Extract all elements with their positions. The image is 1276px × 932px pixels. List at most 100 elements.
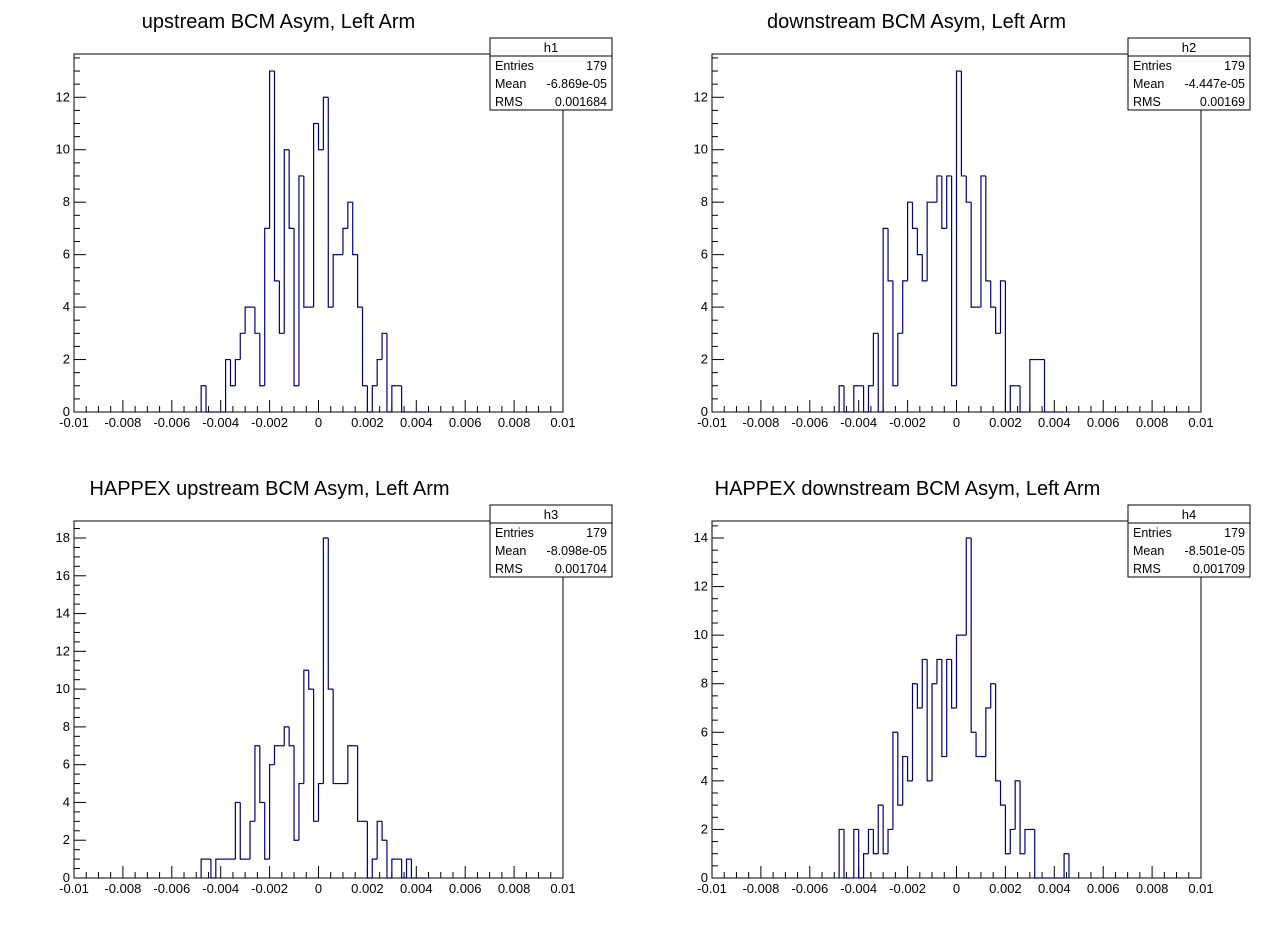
y-tick-label: 8 bbox=[701, 194, 708, 209]
histogram-bin bbox=[288, 149, 295, 230]
histogram-bin bbox=[990, 280, 996, 308]
stats-value: 0.001709 bbox=[1193, 562, 1245, 576]
histogram-bin bbox=[239, 802, 246, 860]
histogram-bin bbox=[1009, 385, 1016, 412]
histogram-bin bbox=[941, 659, 947, 758]
x-tick-label: -0.01 bbox=[59, 881, 89, 896]
histogram-pad-2: downstream BCM Asym, Left Arm -0.01 -0.008… bbox=[694, 11, 1251, 430]
histogram-bin bbox=[887, 228, 893, 282]
histogram-bin bbox=[293, 228, 299, 387]
histogram-bin bbox=[916, 683, 923, 709]
histogram-bin bbox=[955, 70, 962, 386]
histogram-bin bbox=[1019, 385, 1025, 413]
y-tick-label: 0 bbox=[63, 870, 70, 885]
y-tick-label: 4 bbox=[701, 773, 708, 788]
histogram-bin bbox=[902, 755, 908, 806]
histogram-bin bbox=[951, 175, 957, 387]
histogram-bin bbox=[391, 385, 397, 412]
histogram-bin bbox=[985, 175, 991, 282]
histogram-bin bbox=[361, 307, 368, 387]
y-tick-label: 6 bbox=[63, 247, 70, 262]
x-tick-label: 0.002 bbox=[989, 881, 1022, 896]
x-tick-label: 0.004 bbox=[1038, 415, 1071, 430]
y-tick-label: 4 bbox=[63, 299, 70, 314]
stats-box-frame bbox=[1127, 37, 1251, 111]
x-tick-label: -0.006 bbox=[791, 415, 828, 430]
stats-histogram-name: h4 bbox=[1182, 507, 1196, 522]
histogram-bin bbox=[1024, 828, 1030, 854]
y-tick-label: 16 bbox=[56, 568, 70, 583]
x-tick-label: 0 bbox=[315, 415, 322, 430]
histogram-bin bbox=[405, 858, 412, 878]
histogram-bin bbox=[897, 332, 903, 386]
stats-histogram-name: h3 bbox=[544, 507, 558, 522]
x-tick-label: 0.006 bbox=[1087, 881, 1120, 896]
histogram-bin bbox=[1019, 780, 1025, 855]
histogram-bin bbox=[995, 683, 1001, 782]
histogram-bin bbox=[264, 227, 270, 386]
histogram-bin bbox=[965, 537, 972, 636]
x-tick-label: -0.002 bbox=[251, 881, 288, 896]
x-tick-label: 0.008 bbox=[1136, 415, 1169, 430]
histogram-bin bbox=[269, 70, 275, 229]
x-tick-label: -0.008 bbox=[742, 881, 779, 896]
x-tick-label: 0.002 bbox=[351, 881, 384, 896]
histogram-bin bbox=[911, 683, 918, 781]
histogram-series bbox=[200, 70, 427, 413]
histogram-bin bbox=[853, 385, 859, 412]
stats-value: 179 bbox=[586, 59, 607, 73]
x-tick-label: 0.01 bbox=[550, 415, 575, 430]
stats-box-frame bbox=[1127, 504, 1251, 578]
y-tick-label: 0 bbox=[63, 404, 70, 419]
histogram-bin bbox=[980, 175, 986, 308]
x-tick-label: 0.006 bbox=[1087, 415, 1120, 430]
histogram-bin bbox=[975, 732, 981, 758]
histogram-bin bbox=[371, 385, 378, 412]
histogram-bin bbox=[254, 745, 260, 822]
histogram-bin bbox=[210, 859, 216, 879]
y-tick-label: 0 bbox=[701, 404, 708, 419]
histogram-bin bbox=[264, 802, 270, 860]
x-tick-label: -0.006 bbox=[153, 415, 190, 430]
histogram-bin bbox=[999, 780, 1006, 806]
stats-label: Entries bbox=[495, 59, 534, 73]
histogram-bin bbox=[985, 707, 991, 757]
histogram-bin bbox=[946, 175, 952, 229]
histogram-bin bbox=[946, 658, 952, 757]
histogram-bin bbox=[332, 254, 339, 308]
histogram-bin bbox=[249, 820, 255, 860]
histogram-series bbox=[838, 537, 1070, 879]
chart-title: upstream BCM Asym, Left Arm bbox=[142, 11, 415, 33]
histogram-bin bbox=[391, 858, 397, 878]
histogram-bin bbox=[239, 332, 246, 360]
y-tick-label: 4 bbox=[63, 794, 70, 809]
histogram-bin bbox=[916, 228, 923, 256]
histogram-bin bbox=[1014, 780, 1021, 830]
x-tick-label: -0.004 bbox=[840, 415, 877, 430]
x-tick-label: -0.002 bbox=[251, 415, 288, 430]
y-tick-label: 8 bbox=[63, 719, 70, 734]
y-tick-label: 2 bbox=[63, 832, 70, 847]
y-tick-label: 12 bbox=[56, 643, 70, 658]
stats-value: 0.001704 bbox=[555, 562, 607, 576]
y-tick-label: 10 bbox=[56, 681, 70, 696]
histogram-series bbox=[838, 70, 1065, 413]
histogram-bin bbox=[867, 828, 874, 854]
histogram-bin bbox=[990, 683, 996, 708]
histogram-bin bbox=[970, 538, 977, 733]
y-tick-label: 2 bbox=[63, 352, 70, 367]
x-tick-label: -0.002 bbox=[889, 415, 926, 430]
y-tick-label: 6 bbox=[701, 724, 708, 739]
histogram-bin bbox=[244, 306, 251, 334]
y-tick-label: 6 bbox=[701, 247, 708, 262]
histogram-bin bbox=[995, 307, 1001, 334]
stats-box: h3 Entries 179 Mean -8.098e-05 RMS 0.001704 bbox=[489, 504, 613, 578]
y-tick-label: 14 bbox=[694, 530, 708, 545]
histogram-bin bbox=[897, 732, 903, 806]
histogram-bin bbox=[224, 358, 231, 412]
histogram-bin bbox=[999, 280, 1006, 334]
histogram-bin bbox=[298, 782, 304, 841]
stats-value: -6.869e-05 bbox=[547, 77, 608, 91]
histogram-bin bbox=[273, 745, 280, 765]
